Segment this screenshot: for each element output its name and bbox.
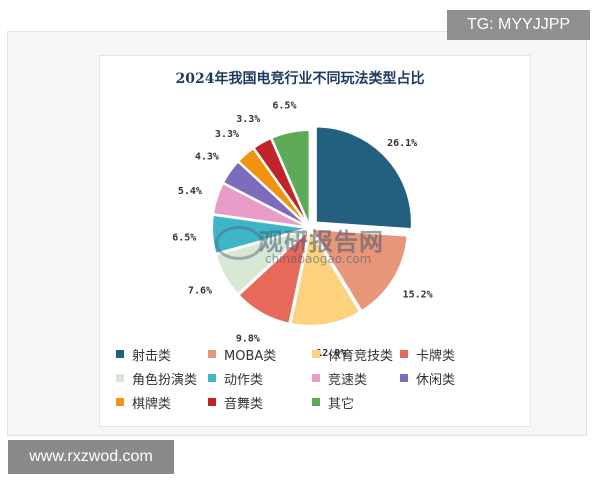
legend-item: 射击类 <box>116 344 171 364</box>
legend-swatch <box>208 374 216 382</box>
legend-swatch <box>116 350 124 358</box>
chart-title: 2024年我国电竞行业不同玩法类型占比 <box>175 71 425 87</box>
watermark-logo-icon <box>215 226 263 260</box>
legend-label: 棋牌类 <box>132 396 172 412</box>
legend-swatch <box>400 374 408 382</box>
legend-label: 竞速类 <box>328 372 368 388</box>
legend-swatch <box>208 350 216 358</box>
pie-slice <box>314 125 413 231</box>
data-label: 6.5% <box>272 101 296 112</box>
data-label: 5.4% <box>178 186 202 197</box>
pie-slice <box>309 227 409 313</box>
legend-swatch <box>312 398 320 406</box>
legend-item: 体育竞技类 <box>312 344 393 364</box>
watermark-en: chinabaogao.com <box>265 252 372 266</box>
data-label: 12.0% <box>316 348 346 359</box>
data-label: 26.1% <box>387 138 417 149</box>
data-label: 6.5% <box>172 232 196 243</box>
legend-item: 音舞类 <box>208 392 263 412</box>
watermark-cn: 观研报告网 <box>259 228 384 256</box>
legend-label: 动作类 <box>224 372 264 388</box>
legend-item: 动作类 <box>208 368 263 388</box>
legend-item: 竞速类 <box>312 368 367 388</box>
legend-label: MOBA类 <box>224 348 277 364</box>
legend-swatch <box>116 374 124 382</box>
legend-label: 卡牌类 <box>416 348 456 364</box>
legend-swatch <box>400 350 408 358</box>
legend-label: 射击类 <box>132 348 172 364</box>
chart-watermark: 观研报告网 chinabaogao.com <box>215 222 395 270</box>
legend-label: 其它 <box>328 396 355 412</box>
legend-label: 休闲类 <box>416 372 456 388</box>
data-label: 3.3% <box>236 114 260 125</box>
legend-item: 角色扮演类 <box>116 368 197 388</box>
data-label: 9.8% <box>236 334 260 345</box>
legend-item: 其它 <box>312 392 354 412</box>
legend-label: 角色扮演类 <box>132 372 198 388</box>
legend-item: 休闲类 <box>400 368 455 388</box>
legend-label: 音舞类 <box>224 396 264 412</box>
legend-swatch <box>116 398 124 406</box>
legend-swatch <box>208 398 216 406</box>
data-label: 7.6% <box>188 285 212 296</box>
data-label: 3.3% <box>215 129 239 140</box>
data-label: 15.2% <box>403 289 433 300</box>
pie-slice <box>289 227 362 327</box>
legend-item: 棋牌类 <box>116 392 171 412</box>
legend-item: 卡牌类 <box>400 344 455 364</box>
data-label: 4.3% <box>195 152 219 163</box>
pie-slice <box>237 226 311 325</box>
legend-item: MOBA类 <box>208 344 276 364</box>
pie-slice <box>270 129 311 227</box>
legend-swatch <box>312 374 320 382</box>
watermark-top: TG: MYYJJPP <box>447 10 590 40</box>
watermark-bottom: www.rxzwod.com <box>8 440 174 474</box>
legend-label: 体育竞技类 <box>328 348 394 364</box>
legend-swatch <box>312 350 320 358</box>
